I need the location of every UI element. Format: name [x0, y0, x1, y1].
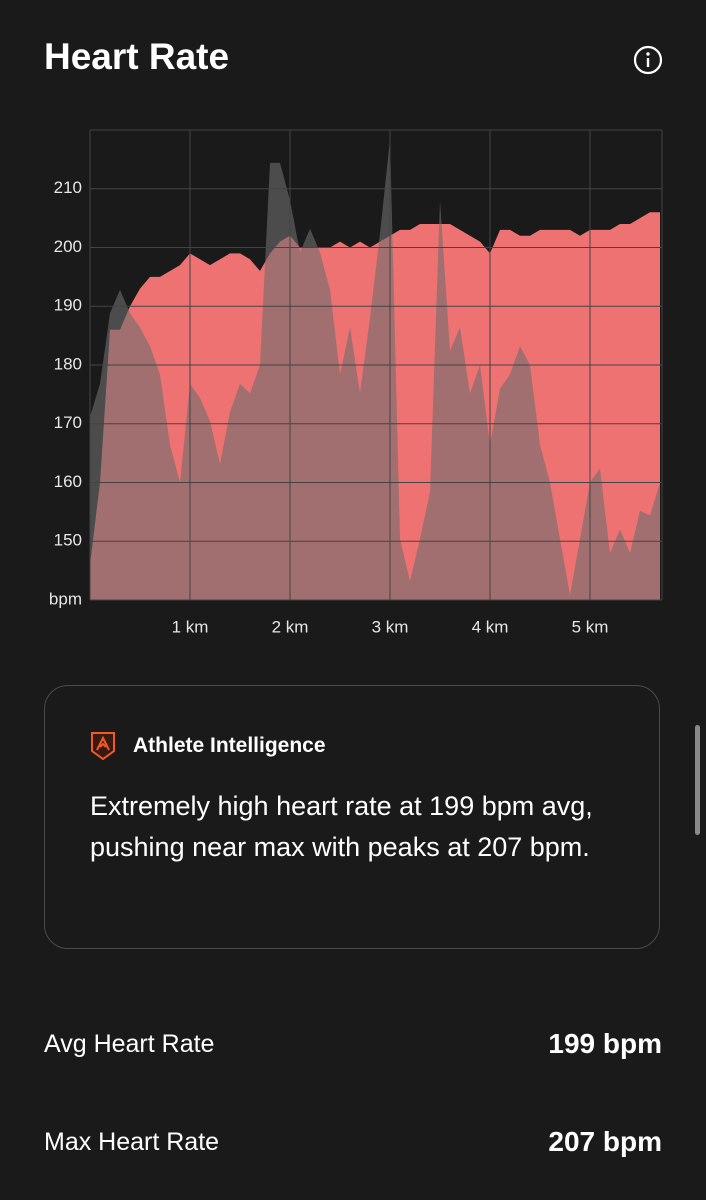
x-tick-label: 1 km	[172, 617, 209, 636]
insight-title: Athlete Intelligence	[133, 734, 326, 757]
info-button[interactable]	[633, 45, 663, 75]
insight-icon	[91, 732, 115, 761]
y-tick-label: 170	[54, 413, 82, 432]
y-tick-label: 160	[54, 472, 82, 491]
chart: bpm 150 160 170 180 190 200 210 1 km 2 km 3 km 4 km…	[49, 129, 663, 636]
x-tick-label: 3 km	[372, 617, 409, 636]
insight-text: Extremely high heart rate at 199 bpm avg…	[90, 791, 593, 862]
title: Heart Rate	[44, 36, 230, 77]
y-tick-label: 190	[54, 296, 82, 315]
y-tick-label: 200	[54, 237, 82, 256]
y-tick-label: bpm	[49, 589, 82, 608]
scrollbar	[695, 725, 700, 835]
area	[90, 139, 660, 600]
stat-value: 199 bpm	[548, 1028, 662, 1059]
x-tick-label: 4 km	[472, 617, 509, 636]
stat-label: Avg Heart Rate	[44, 1030, 215, 1058]
y-tick-label: 180	[54, 354, 82, 373]
y-tick-label: 150	[54, 531, 82, 550]
stat-value: 207 bpm	[548, 1126, 662, 1157]
x-tick-label: 5 km	[572, 617, 609, 636]
y-tick-label: 210	[54, 178, 82, 197]
x-tick-label: 2 km	[272, 617, 309, 636]
insight-card: Athlete Intelligence Extremely high hear…	[44, 685, 660, 949]
stat-label: Max Heart Rate	[44, 1128, 220, 1156]
